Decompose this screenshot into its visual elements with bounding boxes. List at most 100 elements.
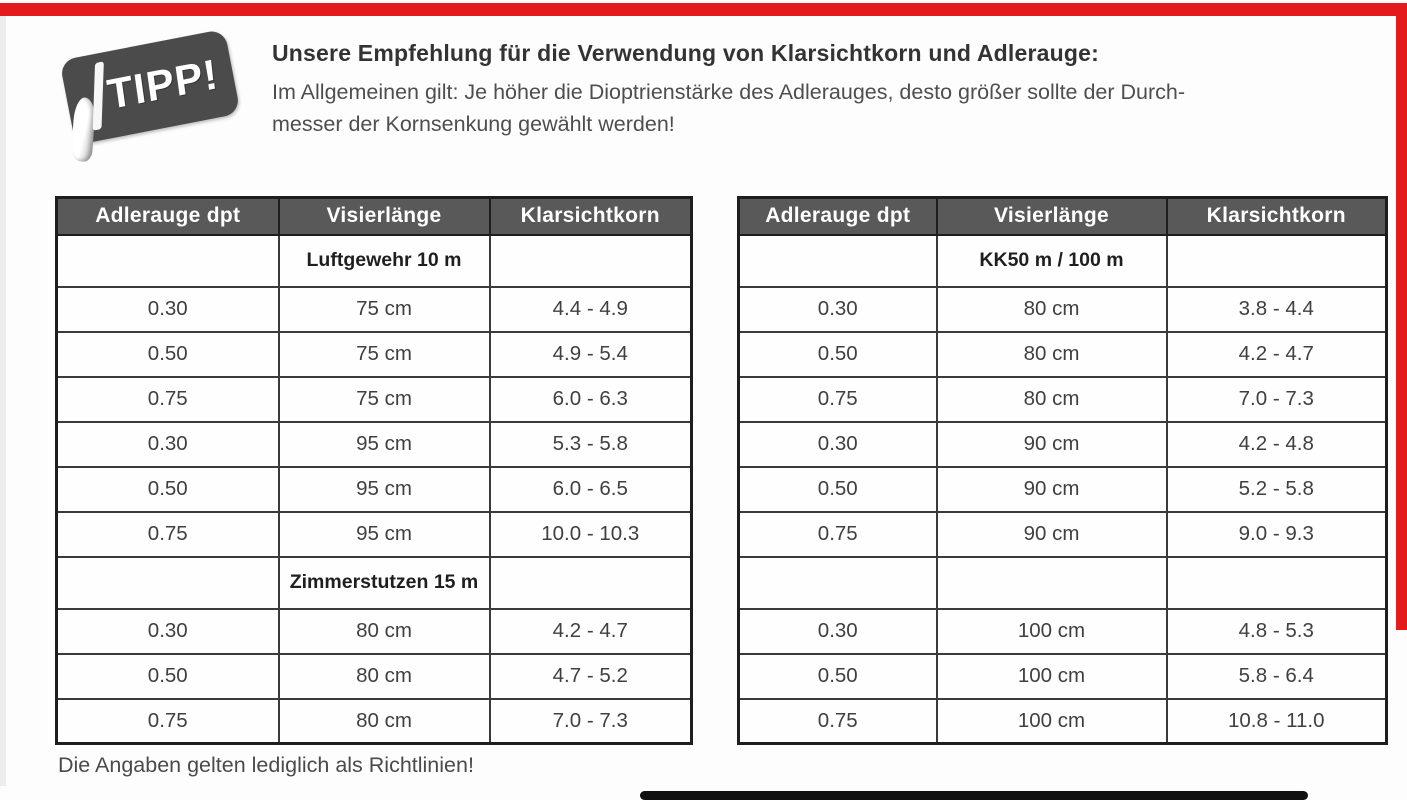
table-cell: 0.75 xyxy=(737,510,938,558)
table-cell: 0.30 xyxy=(55,420,280,468)
table-row: 0.75 80 cm 7.0 - 7.3 xyxy=(737,375,1388,423)
column-header: Visierlänge xyxy=(935,196,1168,236)
left-page-edge xyxy=(0,16,6,786)
column-header: Klarsichtkorn xyxy=(1165,196,1388,236)
table-row: 0.75 90 cm 9.0 - 9.3 xyxy=(737,510,1388,558)
table-row: 0.30 95 cm 5.3 - 5.8 xyxy=(55,420,693,468)
table-cell: 95 cm xyxy=(277,420,491,468)
table-cell: 0.30 xyxy=(737,607,938,655)
table-cell: 4.4 - 4.9 xyxy=(488,285,693,333)
table-cell: 0.50 xyxy=(737,330,938,378)
table-cell: 9.0 - 9.3 xyxy=(1165,510,1388,558)
table-cell: 100 cm xyxy=(935,652,1168,700)
table-cell: 80 cm xyxy=(277,652,491,700)
column-header: Adlerauge dpt xyxy=(55,196,280,236)
table-cell: 0.30 xyxy=(737,420,938,468)
table-cell: 100 cm xyxy=(935,607,1168,655)
section-spacer xyxy=(737,233,938,288)
table-cell: 75 cm xyxy=(277,285,491,333)
right-red-border xyxy=(1396,3,1407,630)
table-header-row: Adlerauge dpt Visierlänge Klarsichtkorn xyxy=(737,196,1388,236)
table-cell: 3.8 - 4.4 xyxy=(1165,285,1388,333)
section-spacer xyxy=(55,555,280,610)
section-spacer xyxy=(737,555,938,610)
table-row: 0.75 75 cm 6.0 - 6.3 xyxy=(55,375,693,423)
table-cell: 0.30 xyxy=(55,607,280,655)
table-cell: 0.75 xyxy=(737,697,938,745)
table-row: 0.50 75 cm 4.9 - 5.4 xyxy=(55,330,693,378)
section-header-row: KK50 m / 100 m xyxy=(737,233,1388,288)
section-title: KK50 m / 100 m xyxy=(935,233,1168,288)
page-title: Unsere Empfehlung für die Verwendung von… xyxy=(272,40,1099,66)
intro-text-line-1: Im Allgemeinen gilt: Je höher die Dioptr… xyxy=(272,80,1186,104)
table-cell: 0.30 xyxy=(55,285,280,333)
table-cell: 6.0 - 6.3 xyxy=(488,375,693,423)
table-row: 0.75 80 cm 7.0 - 7.3 xyxy=(55,697,693,745)
table-cell: 0.75 xyxy=(55,697,280,745)
table-cell: 7.0 - 7.3 xyxy=(488,697,693,745)
table-cell: 10.8 - 11.0 xyxy=(1165,697,1388,745)
table-cell: 80 cm xyxy=(277,697,491,745)
table-header-row: Adlerauge dpt Visierlänge Klarsichtkorn xyxy=(55,196,693,236)
section-spacer xyxy=(488,555,693,610)
section-spacer xyxy=(488,233,693,288)
table-cell: 4.7 - 5.2 xyxy=(488,652,693,700)
table-cell: 80 cm xyxy=(935,375,1168,423)
table-row: 0.30 75 cm 4.4 - 4.9 xyxy=(55,285,693,333)
table-cell: 90 cm xyxy=(935,510,1168,558)
column-header: Klarsichtkorn xyxy=(488,196,693,236)
section-header-row: Luftgewehr 10 m xyxy=(55,233,693,288)
table-cell: 10.0 - 10.3 xyxy=(488,510,693,558)
intro-block: Unsere Empfehlung für die Verwendung von… xyxy=(272,40,1390,141)
table-row: 0.30 80 cm 4.2 - 4.7 xyxy=(55,607,693,655)
table-cell: 4.9 - 5.4 xyxy=(488,330,693,378)
table-cell: 5.3 - 5.8 xyxy=(488,420,693,468)
table-cell: 90 cm xyxy=(935,420,1168,468)
column-header: Adlerauge dpt xyxy=(737,196,938,236)
section-spacer xyxy=(1165,233,1388,288)
footer-note: Die Angaben gelten lediglich als Richtli… xyxy=(58,753,474,777)
table-cell: 5.2 - 5.8 xyxy=(1165,465,1388,513)
table-cell: 4.8 - 5.3 xyxy=(1165,607,1388,655)
table-cell: 0.50 xyxy=(55,330,280,378)
top-red-border xyxy=(0,3,1407,16)
table-cell: 75 cm xyxy=(277,375,491,423)
table-cell: 0.75 xyxy=(55,375,280,423)
table-cell: 0.50 xyxy=(737,465,938,513)
table-row: 0.50 80 cm 4.2 - 4.7 xyxy=(737,330,1388,378)
section-title xyxy=(935,555,1168,610)
table-cell: 4.2 - 4.7 xyxy=(1165,330,1388,378)
tip-badge: TIPP! xyxy=(59,28,241,163)
table-row: 0.50 95 cm 6.0 - 6.5 xyxy=(55,465,693,513)
table-cell: 0.50 xyxy=(737,652,938,700)
table-cell: 80 cm xyxy=(935,285,1168,333)
table-row: 0.50 100 cm 5.8 - 6.4 xyxy=(737,652,1388,700)
table-row: 0.30 80 cm 3.8 - 4.4 xyxy=(737,285,1388,333)
table-cell: 4.2 - 4.7 xyxy=(488,607,693,655)
table-row: 0.75 100 cm 10.8 - 11.0 xyxy=(737,697,1388,745)
table-cell: 0.30 xyxy=(737,285,938,333)
table-cell: 6.0 - 6.5 xyxy=(488,465,693,513)
table-cell: 0.50 xyxy=(55,465,280,513)
table-cell: 75 cm xyxy=(277,330,491,378)
table-cell: 95 cm xyxy=(277,465,491,513)
section-spacer xyxy=(1165,555,1388,610)
table-cell: 5.8 - 6.4 xyxy=(1165,652,1388,700)
table-cell: 90 cm xyxy=(935,465,1168,513)
section-header-row: Zimmerstutzen 15 m xyxy=(55,555,693,610)
table-cell: 95 cm xyxy=(277,510,491,558)
section-header-row xyxy=(737,555,1388,610)
table-cell: 80 cm xyxy=(277,607,491,655)
table-row: 0.50 90 cm 5.2 - 5.8 xyxy=(737,465,1388,513)
table-cell: 0.50 xyxy=(55,652,280,700)
table-cell: 0.75 xyxy=(55,510,280,558)
recommendation-table-right: Adlerauge dpt Visierlänge Klarsichtkorn KK5… xyxy=(737,196,1388,745)
table-row: 0.30 100 cm 4.8 - 5.3 xyxy=(737,607,1388,655)
table-cell: 7.0 - 7.3 xyxy=(1165,375,1388,423)
column-header: Visierlänge xyxy=(277,196,491,236)
section-title: Luftgewehr 10 m xyxy=(277,233,491,288)
table-cell: 80 cm xyxy=(935,330,1168,378)
table-cell: 4.2 - 4.8 xyxy=(1165,420,1388,468)
table-cell: 0.75 xyxy=(737,375,938,423)
table-row: 0.50 80 cm 4.7 - 5.2 xyxy=(55,652,693,700)
